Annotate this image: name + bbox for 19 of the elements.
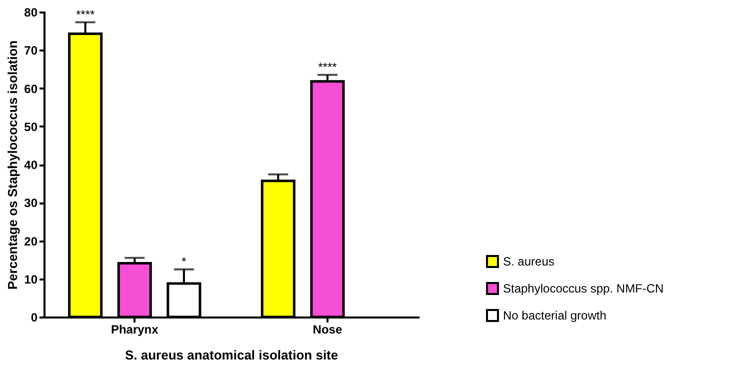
x-tick-label: Nose [312, 322, 342, 336]
x-axis-title: S. aureus anatomical isolation site [124, 348, 338, 362]
y-tick-label: 0 [30, 310, 38, 324]
y-tick-label: 60 [24, 82, 38, 96]
data-label: * [182, 254, 187, 268]
x-tick-label: Pharynx [110, 322, 159, 336]
y-tick-label: 50 [24, 120, 38, 134]
legend-label: No bacterial growth [503, 308, 606, 322]
y-tick-label: 10 [24, 272, 38, 286]
y-tick-label: 20 [24, 234, 38, 248]
legend-label: Staphylococcus spp. NMF-CN [503, 282, 664, 296]
data-label: **** [318, 60, 338, 74]
legend-label: S. aureus [503, 254, 554, 268]
y-tick-label: 40 [24, 158, 38, 172]
y-tick-label: 70 [24, 44, 38, 58]
y-tick-label: 80 [24, 6, 38, 20]
y-tick-label: 30 [24, 196, 38, 210]
data-label: **** [76, 7, 95, 22]
y-axis-title: Percentage os Staphylococcus isolation [5, 40, 20, 290]
